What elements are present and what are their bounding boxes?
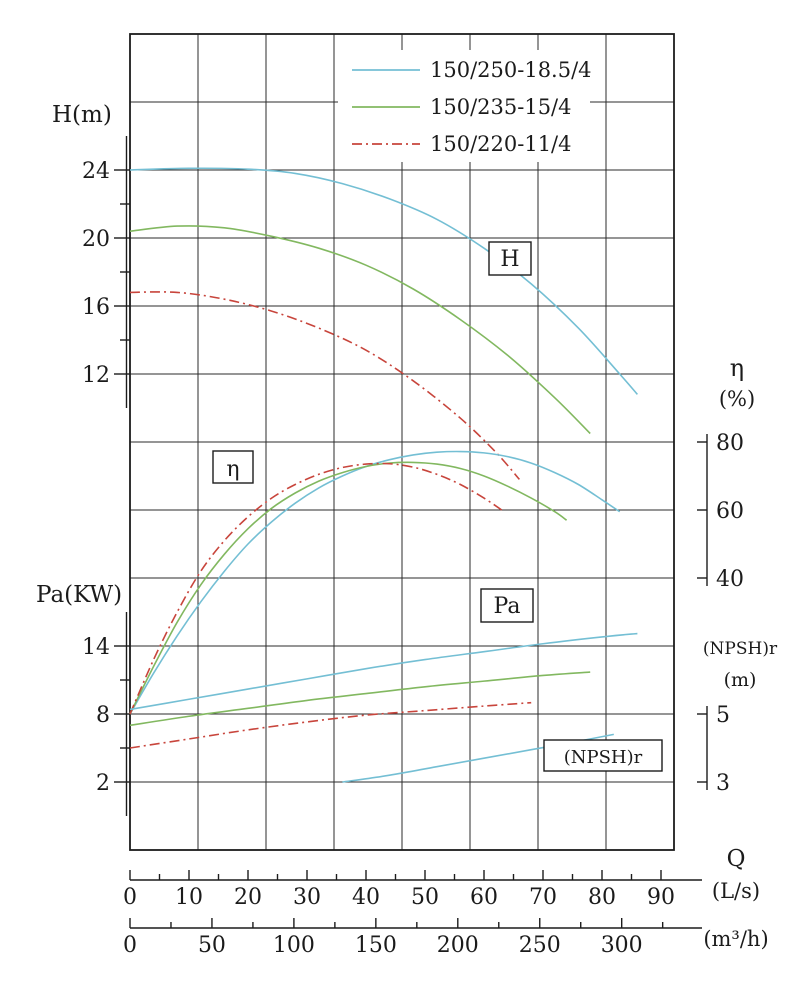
- eta-axis-label: η: [730, 354, 744, 382]
- eta-axis-tick-label: 80: [716, 431, 744, 456]
- npsh-annotation-box: [543, 739, 663, 772]
- curve-pa-250: [129, 632, 638, 711]
- curve-eta-220: [129, 462, 503, 715]
- curve-eta-235: [129, 461, 568, 715]
- q-axis-label: Q: [727, 846, 746, 872]
- npsh-axis-label: (NPSH)r: [703, 639, 778, 659]
- q-m3h-tick-label: 250: [519, 933, 561, 958]
- curve-h-235: [129, 225, 591, 435]
- q-ls-tick-label: 20: [234, 885, 262, 910]
- q-ls-tick-label: 0: [123, 885, 137, 910]
- pa-annotation-box: [480, 588, 534, 623]
- pa-axis-label: Pa(KW): [36, 582, 122, 608]
- q-ls-tick-label: 60: [470, 885, 498, 910]
- grid: [129, 33, 675, 851]
- h-axis-tick-label: 20: [82, 227, 110, 252]
- q-ls-tick-label: 90: [647, 885, 675, 910]
- h-axis-tick-label: 24: [82, 159, 110, 184]
- pa-annotation-label: Pa: [494, 594, 521, 619]
- plot-border: [129, 33, 675, 851]
- h-axis-tick-label: 16: [82, 295, 110, 320]
- q-m3h-tick-label: 50: [198, 933, 226, 958]
- q-ls-tick-label: 50: [411, 885, 439, 910]
- q-ls-tick-label: 70: [529, 885, 557, 910]
- q-m3h-tick-label: 150: [355, 933, 397, 958]
- q-unit-ls-label: (L/s): [712, 879, 760, 903]
- legend-label-2: 150/220-11/4: [430, 132, 572, 156]
- curve-h-250: [129, 167, 639, 395]
- q-ls-tick-label: 30: [293, 885, 321, 910]
- curve-pa-235: [129, 671, 591, 727]
- q-m3h-tick-label: 0: [123, 933, 137, 958]
- eta-annotation-box: [212, 450, 254, 484]
- legend: 150/250-18.5/4 150/235-15/4 150/220-11/4: [338, 50, 592, 162]
- eta-annotation: η: [212, 450, 254, 484]
- pa-annotation: Pa: [480, 588, 534, 623]
- legend-label-0: 150/250-18.5/4: [430, 58, 592, 82]
- q-unit-m3h-label: (m³/h): [703, 927, 768, 951]
- eta-annotation-label: η: [226, 457, 239, 482]
- curve-pa-220: [129, 701, 532, 749]
- legend-label-1: 150/235-15/4: [430, 95, 572, 119]
- eta-axis-tick-label: 40: [716, 567, 744, 592]
- h-annotation-label: H: [500, 247, 519, 272]
- pa-axis-tick-label: 2: [96, 771, 110, 796]
- eta-unit-label: (%): [719, 387, 755, 411]
- q-m3h-tick-label: 300: [601, 933, 643, 958]
- q-ls-tick-label: 40: [352, 885, 380, 910]
- npsh-unit-label: (m): [724, 669, 757, 691]
- h-annotation-box: [488, 241, 532, 276]
- h-annotation: H: [488, 241, 532, 276]
- eta-axis-tick-label: 60: [716, 499, 744, 524]
- h-axis-label: H(m): [52, 102, 112, 128]
- npsh-axis-tick-label: 3: [716, 771, 730, 796]
- pa-axis-tick-label: 8: [96, 703, 110, 728]
- pa-axis-tick-label: 14: [82, 635, 110, 660]
- npsh-annotation-label: (NPSH)r: [564, 747, 643, 768]
- npsh-axis-tick-label: 5: [716, 703, 730, 728]
- npsh-annotation: (NPSH)r: [543, 739, 663, 772]
- q-m3h-tick-label: 200: [437, 933, 479, 958]
- h-axis-tick-label: 12: [82, 363, 110, 388]
- q-ls-tick-label: 10: [175, 885, 203, 910]
- curve-h-220: [129, 291, 521, 480]
- q-ls-tick-label: 80: [588, 885, 616, 910]
- curves: [129, 167, 639, 783]
- q-m3h-tick-label: 100: [273, 933, 315, 958]
